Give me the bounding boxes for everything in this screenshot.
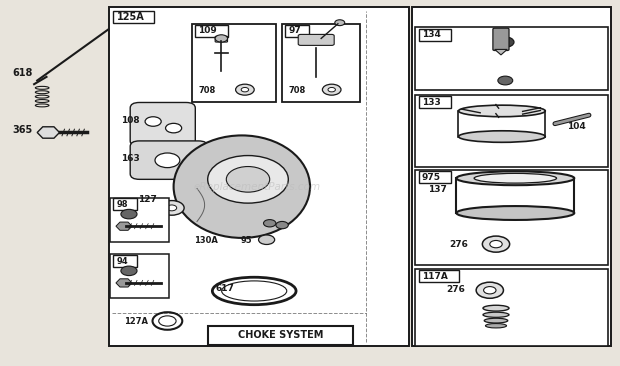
FancyBboxPatch shape: [130, 102, 195, 146]
Circle shape: [484, 287, 496, 294]
Text: 127A: 127A: [124, 317, 148, 326]
Circle shape: [121, 209, 137, 219]
Text: 117A: 117A: [422, 272, 448, 281]
Text: 133: 133: [422, 98, 440, 107]
Ellipse shape: [474, 173, 557, 183]
Ellipse shape: [459, 105, 546, 117]
Circle shape: [241, 87, 249, 92]
Text: 276: 276: [450, 240, 468, 249]
Text: 708: 708: [198, 86, 216, 95]
Circle shape: [236, 84, 254, 95]
Bar: [113, 255, 137, 267]
Bar: [108, 7, 409, 346]
Text: 134: 134: [422, 30, 440, 39]
Circle shape: [328, 87, 335, 92]
Text: 95: 95: [241, 236, 252, 245]
Text: 97: 97: [288, 26, 301, 36]
Circle shape: [159, 316, 176, 326]
Circle shape: [497, 37, 514, 47]
Text: 127: 127: [138, 195, 156, 204]
Ellipse shape: [459, 131, 546, 142]
Text: 104: 104: [567, 122, 586, 131]
Ellipse shape: [456, 171, 574, 185]
Ellipse shape: [484, 318, 508, 323]
Text: 617: 617: [215, 284, 234, 293]
Text: 708: 708: [288, 86, 306, 95]
Text: CHOKE SYSTEM: CHOKE SYSTEM: [238, 330, 324, 340]
Text: 618: 618: [12, 68, 33, 78]
Ellipse shape: [222, 281, 286, 301]
Circle shape: [208, 156, 288, 203]
Polygon shape: [495, 49, 507, 55]
FancyBboxPatch shape: [215, 36, 228, 42]
Bar: [208, 326, 353, 345]
Circle shape: [166, 123, 182, 133]
Ellipse shape: [483, 312, 509, 317]
Bar: [415, 269, 608, 346]
Circle shape: [264, 220, 276, 227]
Bar: [195, 25, 228, 37]
Circle shape: [259, 235, 275, 244]
Circle shape: [322, 84, 341, 95]
FancyBboxPatch shape: [130, 141, 208, 179]
Bar: [415, 170, 608, 265]
Bar: [110, 198, 169, 242]
Text: 125A: 125A: [117, 12, 144, 22]
Text: 137: 137: [428, 185, 446, 194]
Circle shape: [498, 76, 513, 85]
Bar: [412, 7, 611, 346]
Bar: [285, 25, 309, 37]
Text: 365: 365: [12, 125, 33, 135]
FancyBboxPatch shape: [298, 34, 334, 45]
Ellipse shape: [483, 305, 509, 311]
Bar: [282, 24, 360, 102]
Ellipse shape: [485, 324, 507, 328]
Circle shape: [155, 153, 180, 168]
Circle shape: [490, 240, 502, 248]
Bar: [415, 95, 608, 167]
Circle shape: [159, 201, 184, 215]
Bar: [113, 198, 137, 210]
FancyBboxPatch shape: [493, 28, 509, 51]
Ellipse shape: [456, 206, 574, 220]
Bar: [415, 27, 608, 90]
Bar: [113, 11, 154, 23]
Bar: [192, 24, 276, 102]
Circle shape: [476, 282, 503, 298]
Ellipse shape: [174, 135, 310, 238]
Circle shape: [215, 35, 228, 42]
Circle shape: [482, 236, 510, 252]
Text: 276: 276: [446, 285, 465, 294]
Text: 163: 163: [121, 154, 140, 163]
Circle shape: [226, 167, 270, 192]
Bar: [110, 254, 169, 298]
Text: 130A: 130A: [194, 236, 218, 245]
Text: 108: 108: [121, 116, 140, 124]
Text: 94: 94: [117, 257, 128, 266]
Circle shape: [145, 117, 161, 126]
Circle shape: [167, 205, 177, 211]
Text: 98: 98: [117, 200, 128, 209]
Circle shape: [276, 221, 288, 229]
Text: 109: 109: [198, 26, 217, 36]
Bar: [418, 171, 451, 183]
Bar: [418, 96, 451, 108]
Text: 975: 975: [422, 173, 441, 182]
Circle shape: [335, 20, 345, 26]
Text: eReplacementParts.com: eReplacementParts.com: [193, 182, 321, 192]
Bar: [418, 29, 451, 41]
Bar: [418, 270, 459, 282]
Circle shape: [121, 266, 137, 276]
